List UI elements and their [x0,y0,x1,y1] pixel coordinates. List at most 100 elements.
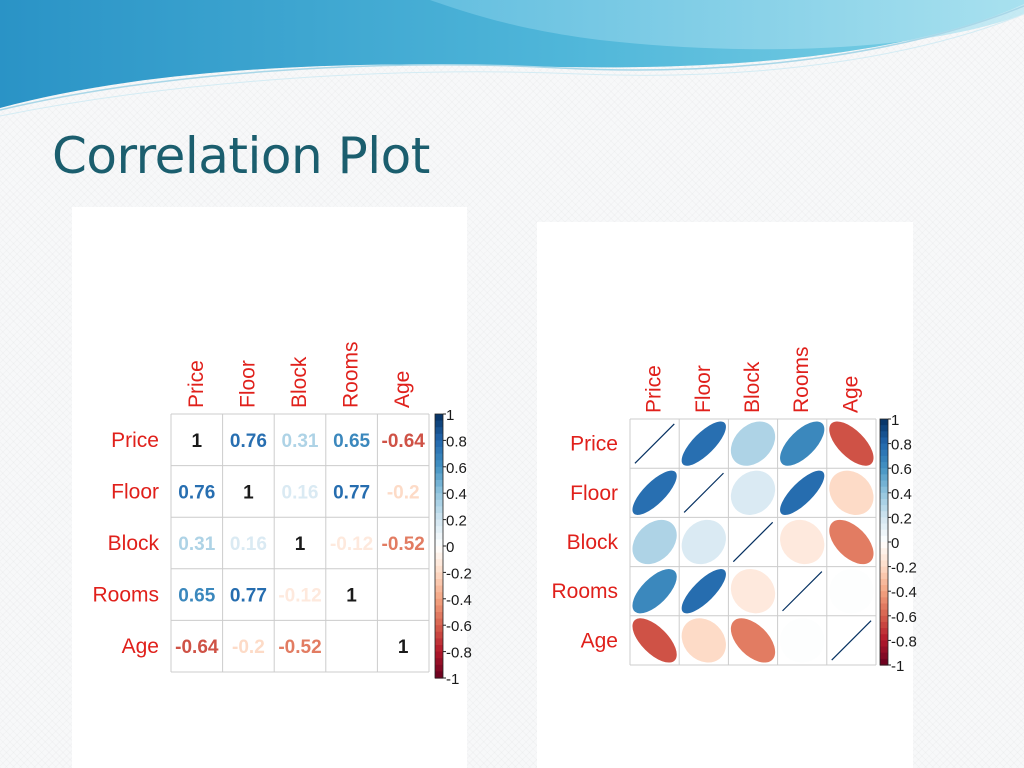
row-label-age: Age [122,635,159,658]
ellipse-rooms-floor [681,569,726,614]
legend-color-step [880,523,888,531]
legend-tick-label: 1 [446,407,454,424]
row-label-floor: Floor [570,482,618,505]
cell-value-price-block: 0.31 [282,431,319,452]
legend-color-step [880,646,888,654]
legend-color-step [880,572,888,580]
ellipse-rooms-block [730,569,776,614]
legend-color-step [435,532,443,540]
legend-color-step [435,486,443,494]
legend-color-step [435,631,443,639]
legend-color-step [880,597,888,605]
legend-color-step [435,414,443,422]
legend-color-step [880,578,888,586]
column-label-age: Age [391,371,414,408]
legend-color-step [880,480,888,488]
legend-color-step [880,634,888,641]
cell-value-block-floor: 0.16 [230,534,267,555]
legend-color-step [880,419,888,426]
ellipse-age-price [632,618,677,663]
cell-value-floor-age: -0.2 [387,482,420,503]
cell-value-rooms-block: -0.12 [278,586,321,607]
ellipse-block-price [632,519,677,565]
legend-color-step [880,609,888,617]
header-wave-decoration [0,0,1024,117]
legend-tick-label: 0.6 [446,460,467,477]
cell-value-age-age: 1 [398,637,409,658]
ellipse-block-rooms [780,519,825,565]
cell-value-floor-floor: 1 [243,482,254,503]
legend-color-step [435,480,443,488]
ellipse-rooms-rooms [782,571,823,612]
cell-value-rooms-rooms: 1 [346,586,357,607]
cell-value-price-price: 1 [192,431,203,452]
legend-color-step [880,529,888,537]
legend-tick-label: -0.8 [891,633,917,650]
column-label-price: Price [185,360,208,408]
legend-color-step [880,511,888,518]
ellipse-price-floor [681,421,726,466]
cell-value-block-price: 0.31 [178,534,215,555]
legend-color-step [435,625,443,633]
cell-value-price-age: -0.64 [382,431,426,452]
legend-color-step [880,443,888,451]
ellipse-age-rooms [780,618,825,663]
row-label-floor: Floor [111,480,159,503]
legend-tick-label: 0.6 [891,461,912,478]
legend-color-step [435,493,443,501]
legend-color-step [435,658,443,666]
legend-color-step [880,492,888,500]
legend-tick-label: 0.8 [446,433,467,450]
ellipse-price-block [730,421,776,466]
legend-color-step [880,560,888,568]
legend-tick-label: 0.4 [446,486,467,503]
legend-tick-label: -0.8 [446,645,472,662]
legend-color-step [880,621,888,629]
legend-color-step [435,506,443,514]
legend-color-step [435,559,443,567]
ellipse-price-price [634,423,675,464]
legend-tick-label: -0.4 [446,592,472,609]
legend-color-step [435,447,443,455]
legend-color-step [880,658,888,666]
ellipse-price-rooms [780,421,825,466]
legend-color-step [435,499,443,507]
legend-color-step [880,462,888,469]
legend-color-step [435,645,443,653]
legend-color-step [435,598,443,606]
cell-value-rooms-floor: 0.77 [230,586,267,607]
legend-color-step [435,473,443,481]
legend-color-step [880,535,888,543]
legend-tick-label: -1 [891,658,904,675]
column-label-age: Age [839,376,862,413]
legend-tick-label: -1 [446,671,459,688]
cell-value-price-floor: 0.76 [230,431,267,452]
legend-color-step [880,603,888,611]
correlation-number-plot-panel: Price Floor Block Rooms Age Price Floor Block Ro… [72,207,472,768]
legend-color-step [435,466,443,474]
legend-color-step [435,612,443,620]
legend-color-step [435,433,443,441]
legend-tick-label: -0.6 [446,618,472,635]
legend-color-step [880,425,888,432]
ellipse-age-age [831,620,872,661]
legend-color-step [435,585,443,593]
legend-color-step [880,505,888,512]
cell-value-floor-rooms: 0.77 [333,482,370,503]
legend-color-step [435,605,443,613]
legend-tick-label: -0.6 [891,609,917,626]
cell-value-block-block: 1 [295,534,306,555]
legend-color-step [435,460,443,468]
row-label-rooms: Rooms [92,584,159,607]
ellipse-block-age [829,519,874,565]
legend-color-step [880,585,888,592]
column-label-rooms: Rooms [790,346,813,413]
ellipse-rooms-price [632,569,677,614]
legend-color-step [880,554,888,562]
ellipse-floor-block [730,470,776,515]
cell-value-age-block: -0.52 [278,637,321,658]
legend-color-step [435,592,443,600]
cell-value-price-rooms: 0.65 [333,431,370,452]
legend-color-step [435,420,443,428]
legend-color-step [435,427,443,435]
